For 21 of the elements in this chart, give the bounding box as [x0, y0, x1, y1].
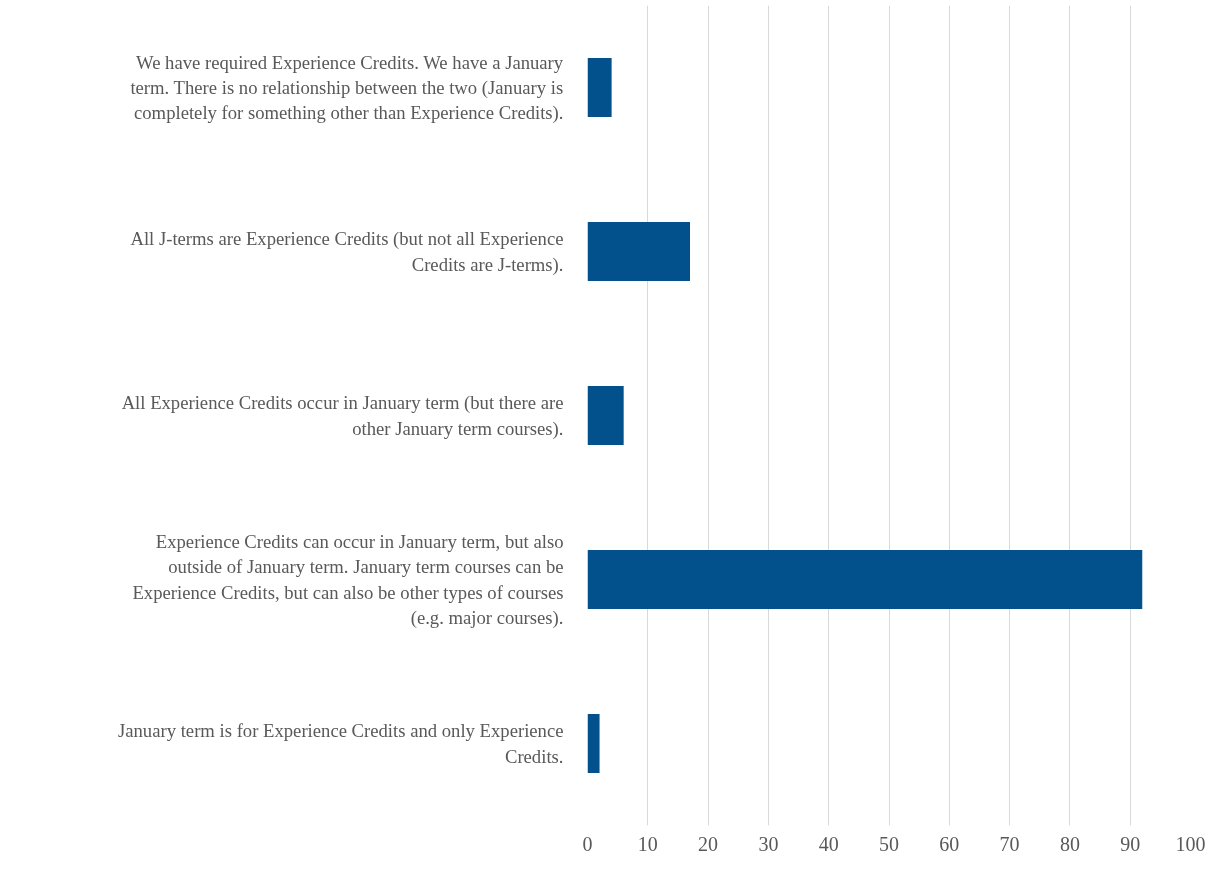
x-tick-label: 50 [879, 832, 899, 855]
x-tick-label: 60 [939, 832, 960, 855]
y-tick-label: All Experience Credits occur in January term (but there are other January term courses). [121, 392, 564, 440]
bar [587, 549, 1143, 610]
x-tick-label: 80 [1059, 832, 1080, 855]
bar [587, 57, 612, 118]
x-tick-label: 70 [999, 832, 1020, 855]
bar [587, 713, 600, 774]
y-tick-label: January term is for Experience Credits and only Experience Credits. [117, 720, 564, 767]
x-tick-label: 90 [1120, 832, 1141, 855]
y-tick-label: We have required Experience Credits. We have a January term. There is no relationship between the two (January is completely for something other than Experience Credits). [130, 51, 564, 125]
bar [587, 385, 624, 446]
x-tick-label: 30 [758, 832, 779, 855]
y-tick-label: Experience Credits can occur in January term, but also outside of January term. January term courses can be Experience Credits, but can also be other types of courses (e.g. major courses). [132, 531, 564, 629]
x-tick-label: 100 [1175, 832, 1206, 855]
x-tick-label: 0 [582, 832, 593, 855]
bar [587, 221, 691, 282]
x-tick-label: 10 [637, 832, 658, 855]
y-tick-label: All J-terms are Experience Credits (but not all Experience Credits are J-terms). [130, 228, 564, 276]
x-tick-label: 40 [818, 832, 839, 855]
x-tick-label: 20 [698, 832, 719, 855]
